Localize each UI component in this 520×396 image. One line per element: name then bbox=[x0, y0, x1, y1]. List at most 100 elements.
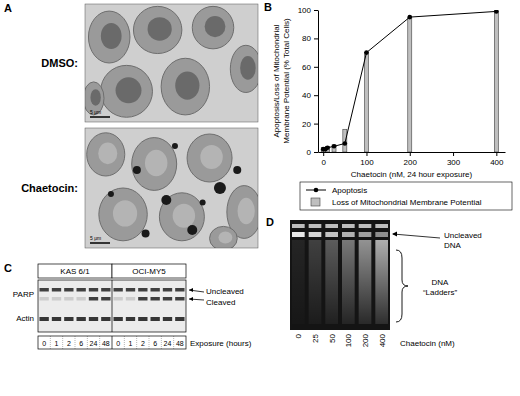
band bbox=[309, 232, 322, 237]
legend-item: Apoptosis bbox=[306, 186, 367, 195]
band bbox=[114, 288, 123, 292]
lane-title: Chaetocin (nM) bbox=[400, 339, 455, 348]
tick: 100 bbox=[298, 6, 318, 15]
cell bbox=[85, 82, 104, 115]
y-axis: 020406080100 bbox=[298, 6, 319, 157]
tick-label: 100 bbox=[360, 158, 374, 167]
band bbox=[52, 297, 61, 301]
lane-label: 50 bbox=[328, 333, 337, 342]
time-label: 24 bbox=[90, 340, 98, 347]
lane-label: 0 bbox=[294, 333, 303, 338]
band bbox=[64, 317, 73, 321]
tick: 80 bbox=[302, 34, 318, 43]
time-divider bbox=[161, 336, 162, 349]
tick-mark bbox=[314, 10, 318, 11]
time-label: 0 bbox=[116, 340, 120, 347]
smear-label: “Ladders” bbox=[423, 288, 458, 297]
time-label: 48 bbox=[176, 340, 184, 347]
lane-label: 200 bbox=[361, 333, 370, 347]
band bbox=[126, 288, 135, 292]
time-label: 2 bbox=[141, 340, 145, 347]
band bbox=[151, 317, 160, 321]
time-label: 6 bbox=[153, 340, 157, 347]
legend-frame bbox=[300, 182, 512, 210]
micrograph-frame bbox=[85, 128, 258, 248]
dense-body bbox=[233, 166, 241, 174]
band bbox=[325, 232, 338, 237]
well bbox=[359, 224, 372, 228]
micrograph-frame bbox=[85, 4, 258, 122]
bar bbox=[364, 53, 368, 152]
band bbox=[52, 317, 61, 321]
legend-label: Loss of Mitochondrial Membrane Potential bbox=[332, 198, 482, 207]
band bbox=[64, 288, 73, 292]
tick-mark bbox=[496, 152, 497, 156]
band bbox=[375, 232, 388, 237]
time-divider bbox=[62, 336, 63, 349]
cell bbox=[88, 11, 130, 63]
band bbox=[359, 232, 372, 237]
time-label: 2 bbox=[67, 340, 71, 347]
micrograph bbox=[85, 4, 258, 122]
band bbox=[40, 297, 49, 301]
legend-swatch bbox=[311, 198, 320, 206]
band bbox=[77, 317, 86, 321]
cell bbox=[230, 45, 258, 92]
tick-label: 80 bbox=[302, 34, 311, 43]
tick-label: 0 bbox=[307, 148, 312, 157]
cell bbox=[187, 134, 232, 182]
lane-label: 25 bbox=[311, 333, 320, 342]
tick-label: 400 bbox=[490, 158, 504, 167]
y-axis-title: Membrane Potential (% Total Cells) bbox=[282, 18, 291, 144]
band bbox=[163, 288, 172, 292]
time-label: 6 bbox=[79, 340, 83, 347]
band bbox=[342, 232, 355, 237]
tick: 300 bbox=[447, 152, 461, 167]
bar-series bbox=[321, 11, 498, 152]
arrow-head bbox=[392, 232, 397, 237]
nucleus bbox=[148, 17, 172, 41]
legend: Apoptosis Loss of Mitochondrial Membrane … bbox=[300, 182, 512, 210]
well bbox=[375, 224, 388, 228]
tick-mark bbox=[314, 67, 318, 68]
band bbox=[292, 232, 305, 237]
blot bbox=[38, 280, 186, 332]
cell bbox=[161, 58, 209, 115]
nucleus bbox=[200, 145, 222, 169]
plot-area bbox=[321, 10, 499, 152]
nucleus bbox=[101, 23, 122, 49]
band bbox=[40, 317, 49, 321]
x-axis: 0100200300400 bbox=[319, 152, 506, 167]
header-box bbox=[38, 264, 112, 278]
nucleus bbox=[218, 231, 232, 243]
dense-body bbox=[172, 143, 178, 149]
time-row bbox=[38, 336, 186, 349]
tick-mark bbox=[314, 95, 318, 96]
cell-line-label: KAS 6/1 bbox=[60, 267, 90, 276]
band bbox=[114, 317, 123, 321]
band bbox=[175, 317, 184, 321]
marker bbox=[364, 50, 369, 55]
bar bbox=[494, 11, 498, 152]
band bbox=[89, 288, 98, 292]
well bbox=[325, 224, 338, 228]
band bbox=[151, 297, 160, 301]
band bbox=[138, 288, 147, 292]
nucleus bbox=[240, 56, 256, 80]
tick-mark bbox=[410, 152, 411, 156]
marker bbox=[332, 144, 337, 149]
band bbox=[89, 297, 98, 301]
lane-label: 100 bbox=[344, 333, 353, 347]
band bbox=[77, 297, 86, 301]
marker bbox=[343, 141, 348, 146]
time-divider bbox=[99, 336, 100, 349]
time-divider bbox=[50, 336, 51, 349]
time-divider bbox=[87, 336, 88, 349]
tick-mark bbox=[314, 38, 318, 39]
band bbox=[101, 317, 110, 321]
legend-marker bbox=[314, 188, 319, 193]
band-label: Uncleaved bbox=[444, 231, 482, 240]
bar bbox=[332, 145, 336, 152]
tick-mark bbox=[366, 152, 367, 156]
nucleus bbox=[238, 198, 255, 224]
